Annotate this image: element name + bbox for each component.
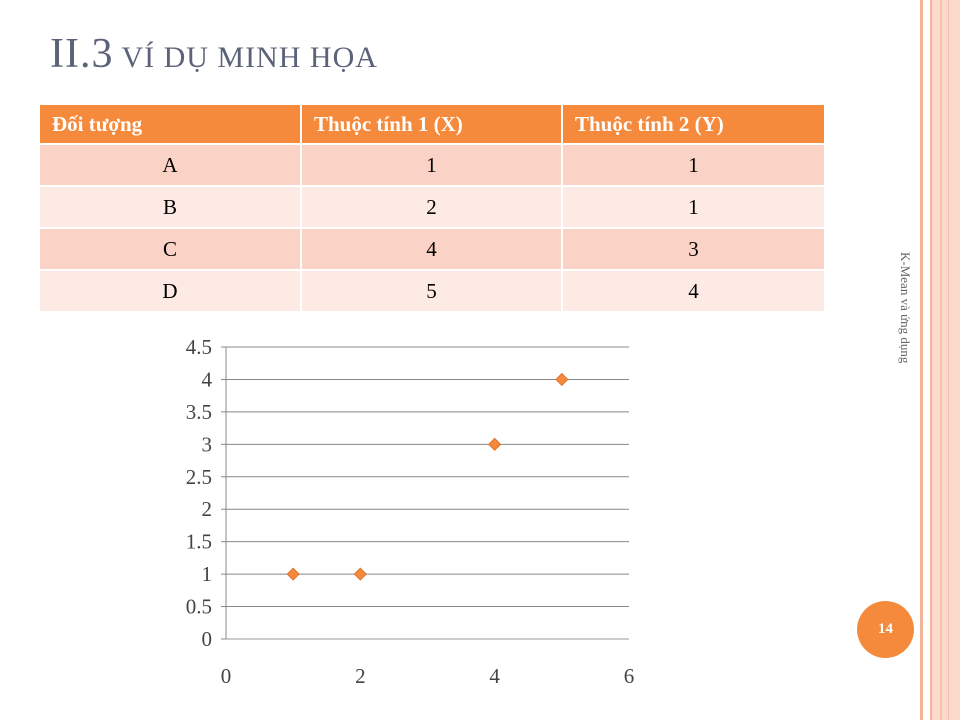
y-tick-label: 4.5 bbox=[186, 335, 212, 359]
slide-title: II.3 VÍ DỤ MINH HỌA bbox=[50, 30, 378, 78]
x-tick-label: 6 bbox=[624, 664, 635, 688]
y-tick-label: 4 bbox=[202, 367, 213, 391]
y-tick-label: 1.5 bbox=[186, 530, 212, 554]
header-attr-x: Thuộc tính 1 (X) bbox=[301, 105, 563, 144]
table-row: D 5 4 bbox=[40, 269, 824, 311]
data-point bbox=[555, 372, 569, 387]
header-attr-y: Thuộc tính 2 (Y) bbox=[562, 105, 824, 144]
cell-object: D bbox=[40, 269, 302, 311]
cell-y: 1 bbox=[562, 185, 824, 228]
page-number-badge: 14 bbox=[857, 601, 914, 658]
table-row: C 4 3 bbox=[40, 227, 824, 270]
x-tick-label: 0 bbox=[221, 664, 232, 688]
data-point bbox=[488, 437, 502, 451]
decor-stripe bbox=[932, 0, 960, 720]
cell-y: 4 bbox=[562, 269, 824, 311]
footer-side-label: K-Mean và ứng dụng bbox=[898, 252, 913, 364]
x-tick-label: 4 bbox=[489, 664, 500, 688]
cell-object: A bbox=[40, 143, 302, 186]
decor-stripe bbox=[920, 0, 923, 720]
y-tick-label: 3 bbox=[202, 432, 213, 456]
y-tick-label: 1 bbox=[202, 562, 213, 586]
header-object: Đối tượng bbox=[40, 105, 302, 144]
scatter-chart: 0 0.5 1 1.5 2 2.5 3 3.5 4 4.5 0 2 4 6 bbox=[186, 335, 635, 688]
x-tick-label: 2 bbox=[355, 664, 366, 688]
decor-stripe bbox=[923, 0, 930, 720]
cell-object: B bbox=[40, 185, 302, 228]
table-header-row: Đối tượng Thuộc tính 1 (X) Thuộc tính 2 … bbox=[40, 105, 824, 144]
cell-x: 5 bbox=[301, 269, 563, 311]
y-tick-label: 2 bbox=[202, 497, 213, 521]
table-row: B 2 1 bbox=[40, 185, 824, 228]
cell-x: 1 bbox=[301, 143, 563, 186]
data-point bbox=[353, 567, 367, 581]
cell-y: 1 bbox=[562, 143, 824, 186]
decor-stripe bbox=[940, 0, 942, 720]
y-tick-label: 2.5 bbox=[186, 465, 212, 489]
cell-y: 3 bbox=[562, 227, 824, 270]
table-row: A 1 1 bbox=[40, 143, 824, 186]
cell-x: 2 bbox=[301, 185, 563, 228]
y-tick-label: 0 bbox=[202, 627, 213, 651]
cell-object: C bbox=[40, 227, 302, 270]
data-point bbox=[286, 567, 300, 581]
y-tick-label: 0.5 bbox=[186, 595, 212, 619]
decor-stripe bbox=[948, 0, 949, 720]
data-table: Đối tượng Thuộc tính 1 (X) Thuộc tính 2 … bbox=[40, 105, 824, 311]
y-tick-label: 3.5 bbox=[186, 400, 212, 424]
decor-stripe bbox=[930, 0, 932, 720]
title-number: II.3 bbox=[50, 31, 114, 77]
cell-x: 4 bbox=[301, 227, 563, 270]
title-text: VÍ DỤ MINH HỌA bbox=[113, 41, 378, 74]
